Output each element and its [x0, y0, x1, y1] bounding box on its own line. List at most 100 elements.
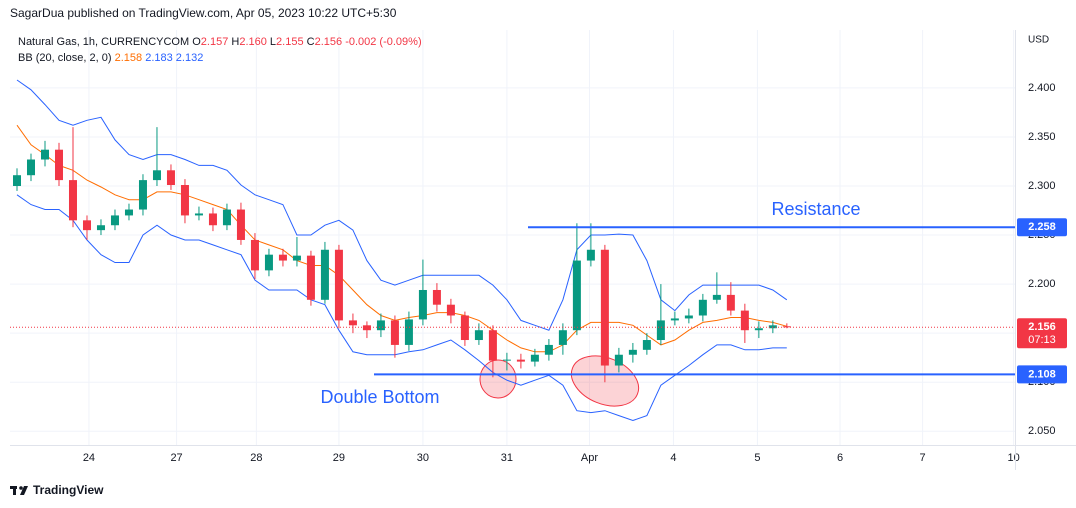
candle-body	[110, 215, 119, 226]
countdown: 07:13	[1028, 334, 1056, 346]
bb-basis	[16, 124, 787, 353]
candle-body	[96, 225, 105, 231]
x-tick-label: 7	[920, 452, 926, 464]
attribution: SagarDua published on TradingView.com, A…	[10, 6, 397, 20]
ohlc-name: C	[307, 36, 315, 48]
candle-body	[376, 320, 385, 331]
candle-body	[614, 354, 623, 366]
candle-body	[306, 255, 315, 300]
y-tick-label: 2.200	[1028, 278, 1056, 290]
candle-body	[124, 209, 133, 216]
price-tag-label: 2.258	[1028, 221, 1056, 233]
ohlc-value: 2.157	[201, 36, 229, 48]
candle-body	[152, 170, 161, 181]
candle-body	[320, 249, 329, 300]
candle-body	[740, 310, 749, 331]
x-tick-label: 6	[837, 452, 843, 464]
annotation: Double Bottom	[320, 387, 439, 407]
plot	[10, 79, 1015, 422]
ohlc-name: L	[270, 36, 276, 48]
ohlc-value: 2.155	[276, 36, 304, 48]
y-tick-label: 2.400	[1028, 82, 1056, 94]
candle-body	[726, 294, 735, 311]
price-tag	[1017, 218, 1067, 237]
candle-body	[264, 254, 273, 271]
candle-body	[684, 315, 693, 319]
candle-body	[572, 260, 581, 331]
candle-body	[194, 213, 203, 216]
indicator-name: BB (20, close, 2, 0)	[18, 52, 112, 64]
candle-body	[12, 175, 21, 186]
y-tick-label: 2.050	[1028, 425, 1056, 437]
candle-body	[530, 354, 539, 362]
x-tick-label: 27	[170, 452, 182, 464]
brand: TradingView	[33, 483, 104, 497]
price-tag-label: 2.108	[1028, 368, 1056, 380]
candle-body	[754, 328, 763, 331]
x-tick-label: 31	[501, 452, 513, 464]
price-tag-label: 2.156	[1028, 321, 1056, 333]
ohlc-name: O	[192, 36, 201, 48]
candle-body	[250, 239, 259, 271]
y-axis-label: USD	[1028, 35, 1049, 46]
legend-line: BB (20, close, 2, 0) 2.158 2.183 2.132	[18, 52, 203, 64]
candle-body	[432, 289, 441, 305]
x-tick-label: 24	[83, 452, 95, 464]
price-tag	[1017, 365, 1067, 384]
x-tick-label: 29	[333, 452, 345, 464]
x-tick-label: 5	[754, 452, 760, 464]
price-tag	[1017, 318, 1067, 349]
candle-body	[418, 289, 427, 320]
candle-body	[334, 249, 343, 321]
candle-body	[390, 320, 399, 345]
indicator-value: 2.158	[115, 52, 143, 64]
indicator-value: 2.132	[176, 52, 204, 64]
candle-body	[516, 359, 525, 362]
candle-body	[698, 299, 707, 316]
candle-body	[292, 255, 301, 261]
ohlc-name: H	[231, 36, 239, 48]
candle-body	[40, 149, 49, 160]
candle-body	[222, 209, 231, 226]
legend: Natural Gas, 1h, CURRENCYCOM O2.157 H2.1…	[18, 36, 422, 64]
bb-lower	[16, 194, 787, 422]
annotation: Resistance	[771, 199, 860, 219]
y-tick-label: 2.350	[1028, 131, 1056, 143]
candle-body	[586, 249, 595, 261]
candle-body	[600, 249, 609, 366]
indicator-value: 2.183	[145, 52, 173, 64]
bb-upper	[16, 79, 788, 331]
candle-body	[656, 320, 665, 341]
candle-body	[712, 294, 721, 300]
candle-body	[180, 185, 189, 216]
candle-body	[460, 315, 469, 341]
candle-body	[642, 340, 651, 350]
grid: 2.0502.1002.1502.2002.2502.3002.3502.400…	[10, 30, 1056, 464]
x-tick-label: 30	[417, 452, 429, 464]
brand-logo	[10, 486, 28, 495]
change: -0.002 (-0.09%)	[345, 36, 421, 48]
candle-body	[68, 180, 77, 221]
candle-body	[166, 170, 175, 186]
candle-body	[54, 149, 63, 181]
candle-body	[26, 159, 35, 176]
ohlc-value: 2.156	[315, 36, 343, 48]
candle-body	[82, 220, 91, 231]
candle-body	[782, 326, 791, 328]
candle-body	[670, 318, 679, 321]
ohlc-value: 2.160	[239, 36, 267, 48]
x-tick-label: 28	[250, 452, 262, 464]
candle-body	[544, 344, 553, 355]
candle-body	[348, 320, 357, 326]
candle-body	[502, 359, 511, 361]
y-tick-label: 2.300	[1028, 180, 1056, 192]
candle-body	[138, 180, 147, 210]
candle-body	[628, 349, 637, 355]
candle-body	[446, 304, 455, 316]
x-tick-label: 4	[670, 452, 676, 464]
candle-body	[236, 209, 245, 240]
symbol: Natural Gas, 1h, CURRENCYCOM	[18, 36, 189, 48]
candle-body	[474, 330, 483, 341]
candle-body	[208, 213, 217, 226]
